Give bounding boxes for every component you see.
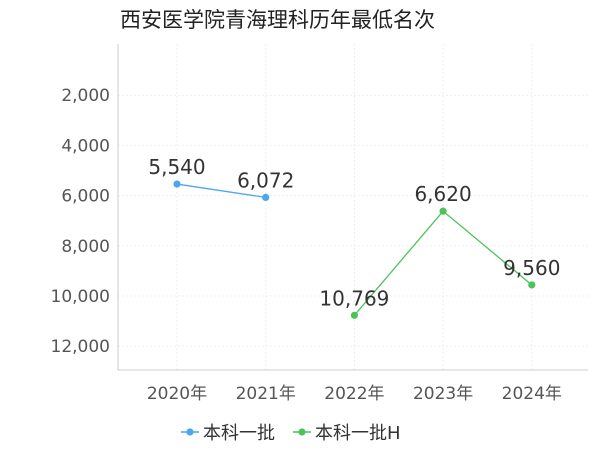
- y-tick-label: 10,000: [51, 287, 110, 307]
- data-point: [350, 311, 358, 319]
- x-tick-label: 2022年: [324, 384, 384, 404]
- series-line: [176, 183, 266, 199]
- y-tick-label: 12,000: [51, 337, 110, 357]
- data-label: 10,769: [319, 286, 389, 310]
- x-tick-label: 2024年: [502, 384, 562, 404]
- data-point: [262, 193, 270, 202]
- data-point: [528, 281, 536, 289]
- x-tick-label: 2021年: [236, 384, 296, 404]
- x-tick-label: 2023年: [413, 384, 473, 404]
- legend-label: 本科一批: [203, 423, 275, 444]
- data-label: 6,620: [414, 182, 471, 206]
- legend-marker: [186, 428, 194, 436]
- data-label: 6,072: [237, 168, 294, 192]
- legend-marker: [298, 428, 306, 436]
- y-tick-label: 4,000: [61, 136, 110, 156]
- x-tick-label: 2020年: [147, 384, 207, 404]
- data-label: 5,540: [148, 155, 205, 179]
- y-tick-label: 6,000: [61, 187, 110, 207]
- y-tick-label: 8,000: [61, 237, 110, 257]
- legend-label: 本科一批H: [315, 423, 401, 444]
- data-point: [173, 180, 181, 188]
- y-tick-label: 2,000: [61, 86, 110, 106]
- data-point: [439, 207, 447, 215]
- chart-title: 西安医学院青海理科历年最低名次: [120, 8, 435, 32]
- data-label: 9,560: [503, 256, 560, 280]
